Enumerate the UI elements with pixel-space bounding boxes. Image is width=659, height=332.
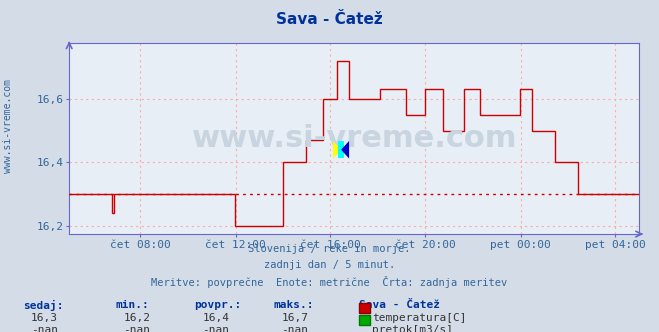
Text: pretok[m3/s]: pretok[m3/s] — [372, 325, 453, 332]
Text: -nan: -nan — [31, 325, 58, 332]
Text: sedaj:: sedaj: — [23, 300, 63, 311]
Text: www.si-vreme.com: www.si-vreme.com — [192, 124, 517, 153]
Text: Sava - Čatež: Sava - Čatež — [359, 300, 440, 310]
Text: Slovenija / reke in morje.: Slovenija / reke in morje. — [248, 244, 411, 254]
Text: maks.:: maks.: — [273, 300, 314, 310]
Text: 16,7: 16,7 — [281, 313, 308, 323]
Text: -nan: -nan — [281, 325, 308, 332]
Text: 16,4: 16,4 — [202, 313, 229, 323]
Text: povpr.:: povpr.: — [194, 300, 242, 310]
Polygon shape — [338, 141, 344, 158]
Text: www.si-vreme.com: www.si-vreme.com — [3, 79, 13, 173]
Polygon shape — [333, 141, 341, 158]
Text: zadnji dan / 5 minut.: zadnji dan / 5 minut. — [264, 260, 395, 270]
Text: 16,2: 16,2 — [123, 313, 150, 323]
Polygon shape — [341, 141, 349, 158]
Text: Meritve: povprečne  Enote: metrične  Črta: zadnja meritev: Meritve: povprečne Enote: metrične Črta:… — [152, 276, 507, 288]
Text: -nan: -nan — [202, 325, 229, 332]
Text: min.:: min.: — [115, 300, 149, 310]
Text: Sava - Čatež: Sava - Čatež — [276, 12, 383, 27]
Text: temperatura[C]: temperatura[C] — [372, 313, 467, 323]
Text: -nan: -nan — [123, 325, 150, 332]
Text: 16,3: 16,3 — [31, 313, 58, 323]
